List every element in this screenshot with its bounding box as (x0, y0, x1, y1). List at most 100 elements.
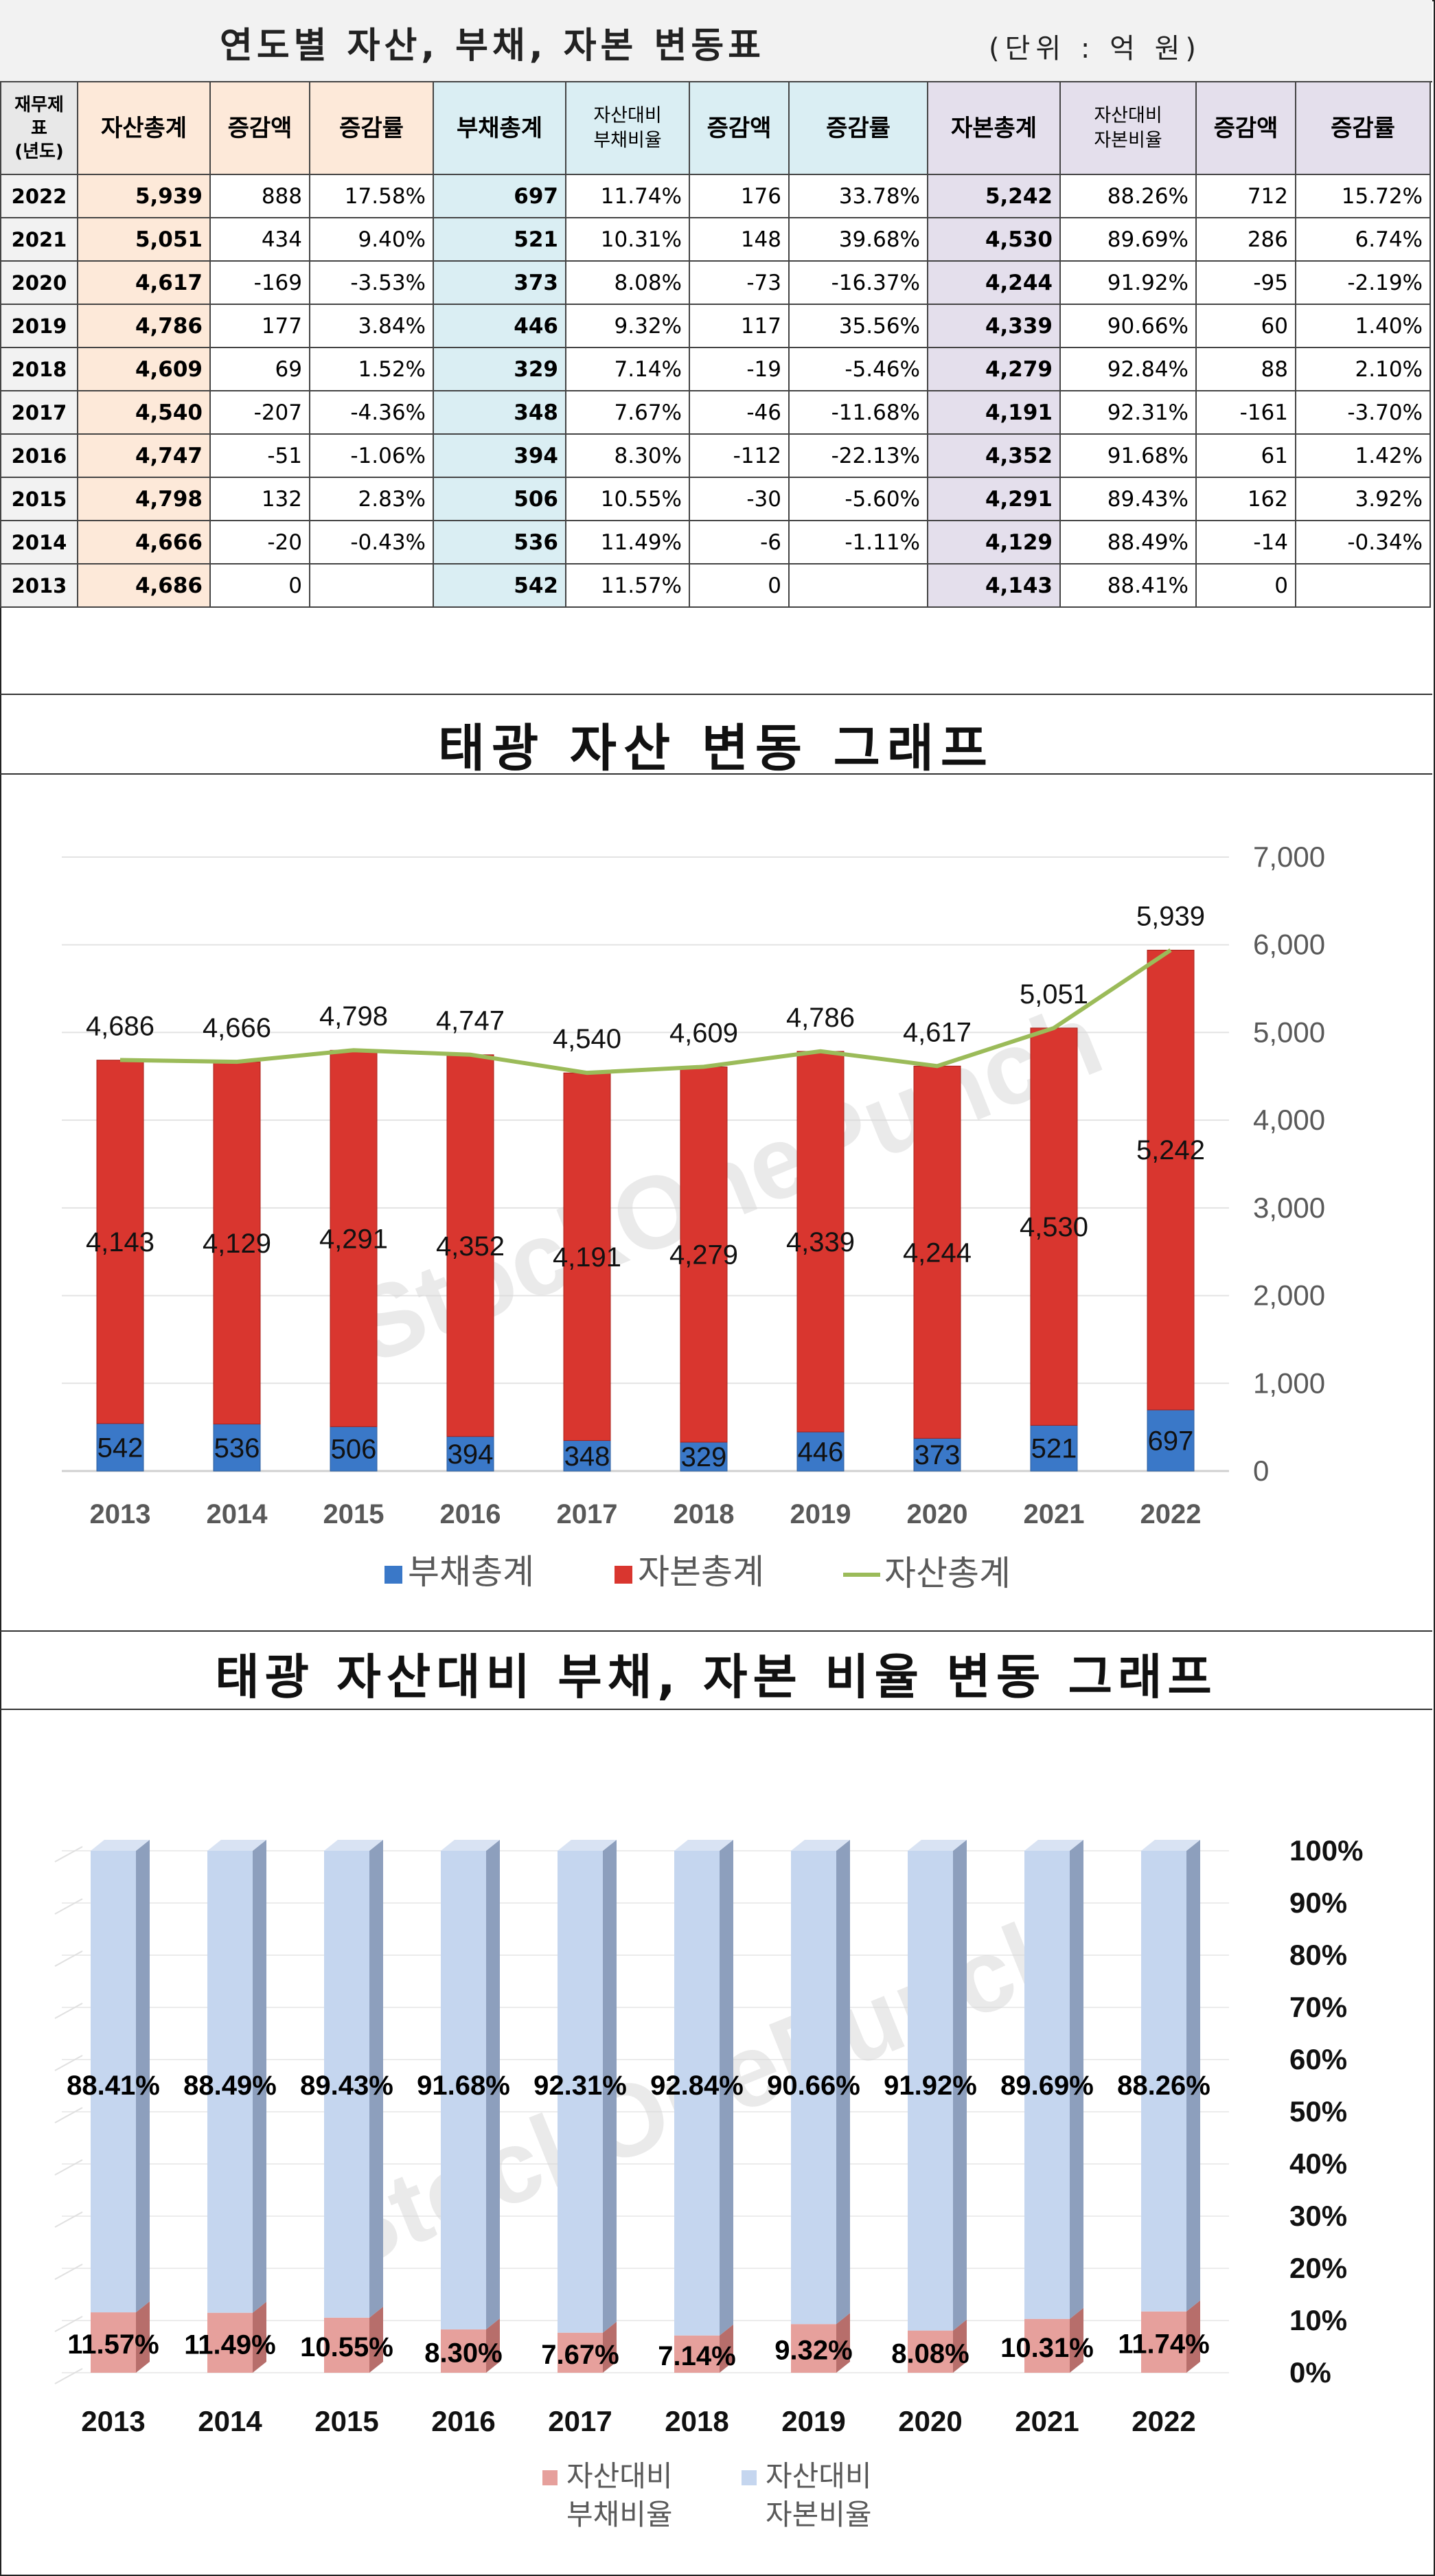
debt-bar (680, 1441, 728, 1472)
table-cell: 88.26% (1059, 174, 1197, 218)
table-cell: 0 (689, 563, 790, 608)
table-cell: 8.30% (565, 433, 690, 478)
x-tick-label: 2013 (81, 2405, 145, 2437)
debt-ratio-bar (791, 2324, 836, 2373)
x-tick-label: 2016 (440, 1499, 501, 1529)
x-tick-label: 2014 (198, 2405, 262, 2437)
y-tick-label: 1,000 (1253, 1367, 1325, 1399)
table-cell: 1.42% (1295, 433, 1431, 478)
table-cell: -3.53% (309, 260, 434, 305)
equity-ratio-bar (791, 1851, 836, 2325)
asset-data-label: 4,686 (86, 1012, 154, 1042)
x-tick-label: 2019 (781, 2405, 845, 2437)
debt-ratio-bar (558, 2332, 603, 2373)
table-cell: 10.31% (565, 217, 690, 262)
equity-ratio-bar (1141, 1851, 1186, 2312)
gridline (54, 2211, 83, 2228)
table-cell: 5,939 (77, 174, 211, 218)
debt-ratio-bar-side (1070, 2307, 1083, 2373)
y-tick-label: 60% (1289, 2043, 1347, 2075)
debt-ratio-bar (908, 2330, 953, 2373)
table-cell: 521 (433, 217, 566, 262)
equity-ratio-label: 91.92% (884, 2071, 977, 2101)
debt-ratio-label: 7.14% (658, 2341, 735, 2371)
table-cell: 17.58% (309, 174, 434, 218)
debt-data-label: 506 (331, 1435, 377, 1465)
debt-ratio-label: 11.49% (184, 2329, 275, 2360)
equity-bar (680, 1066, 728, 1443)
debt-ratio-label: 9.32% (774, 2336, 852, 2366)
legend-label: 부채총계 (408, 1553, 534, 1591)
debt-bar (796, 1431, 845, 1472)
x-tick-label: 2015 (314, 2405, 378, 2437)
table-cell: 4,786 (77, 304, 211, 348)
table-cell: 4,617 (77, 260, 211, 305)
table-cell: 88.41% (1059, 563, 1197, 608)
financial-table: 재무제표 (년도) 자산총계 증감액 증감률 부채총계 자산대비 부채비율 증감… (0, 81, 1431, 608)
gridline (54, 2159, 83, 2176)
table-cell: 162 (1195, 477, 1296, 521)
table-cell: 2014 (0, 520, 78, 565)
table-cell: 4,686 (77, 563, 211, 608)
debt-data-label: 348 (564, 1441, 610, 1472)
equity-ratio-bar (207, 1851, 253, 2313)
table-cell: 33.78% (788, 174, 928, 218)
x-tick-label: 2020 (907, 1499, 968, 1529)
y-tick-label: 10% (1289, 2304, 1347, 2336)
debt-ratio-bar (674, 2335, 720, 2373)
table-cell: 92.31% (1059, 390, 1197, 435)
table-cell: 148 (689, 217, 790, 262)
table-row: 2016 4,747 -51 -1.06% 394 8.30% -112 -22.13% 4,3… (0, 433, 1431, 478)
gridline (54, 2264, 83, 2280)
table-cell: 9.40% (309, 217, 434, 262)
table-cell: -112 (689, 433, 790, 478)
table-cell: 2022 (0, 174, 78, 218)
debt-bar (1030, 1424, 1078, 1472)
table-cell: -0.34% (1295, 520, 1431, 565)
table-cell: 4,798 (77, 477, 211, 521)
header-asset-change: 증감액 (209, 81, 310, 175)
asset-data-label: 4,617 (903, 1017, 972, 1047)
table-title-bar: 연도별 자산, 부채, 자본 변동표 (단위 : 억 원) (0, 0, 1432, 82)
x-tick-label: 2017 (557, 1499, 618, 1529)
equity-data-label: 4,191 (553, 1242, 621, 1273)
table-cell: -4.36% (309, 390, 434, 435)
table-cell: -30 (689, 477, 790, 521)
legend-swatch (615, 1566, 632, 1584)
debt-data-label: 394 (448, 1439, 494, 1470)
table-cell: 91.92% (1059, 260, 1197, 305)
table-cell: -14 (1195, 520, 1296, 565)
debt-ratio-label: 10.55% (300, 2332, 393, 2362)
table-cell (1295, 563, 1431, 608)
debt-ratio-bar-side (136, 2301, 150, 2373)
table-cell: 2013 (0, 563, 78, 608)
table-cell: 697 (433, 174, 566, 218)
y-tick-label: 50% (1289, 2095, 1347, 2128)
equity-ratio-bar-side (253, 1840, 266, 2313)
table-cell: 176 (689, 174, 790, 218)
table-cell: 2016 (0, 433, 78, 478)
equity-ratio-bar-side (136, 1840, 150, 2313)
table-cell: 542 (433, 563, 566, 608)
chart2-title-divider (0, 1709, 1432, 1710)
header-debt-change: 증감액 (689, 81, 790, 175)
table-cell: -22.13% (788, 433, 928, 478)
table-cell: 89.69% (1059, 217, 1197, 262)
gridline (54, 2107, 83, 2123)
table-cell: 4,352 (927, 433, 1061, 478)
equity-ratio-bar-side (369, 1840, 383, 2318)
table-cell: 0 (1195, 563, 1296, 608)
debt-bar (913, 1437, 961, 1472)
gridline (54, 1846, 83, 1862)
legend-swatch (742, 2470, 757, 2485)
equity-bar (446, 1054, 494, 1437)
table-cell: 712 (1195, 174, 1296, 218)
x-tick-label: 2020 (898, 2405, 962, 2437)
equity-ratio-label: 90.66% (767, 2071, 860, 2101)
equity-ratio-bar-top (1141, 1840, 1200, 1851)
equity-ratio-bar-top (558, 1840, 617, 1851)
debt-ratio-bar (441, 2329, 486, 2373)
header-equity-ratio: 자산대비 자본비율 (1059, 81, 1197, 175)
table-cell: 91.68% (1059, 433, 1197, 478)
equity-ratio-bar (674, 1851, 720, 2336)
